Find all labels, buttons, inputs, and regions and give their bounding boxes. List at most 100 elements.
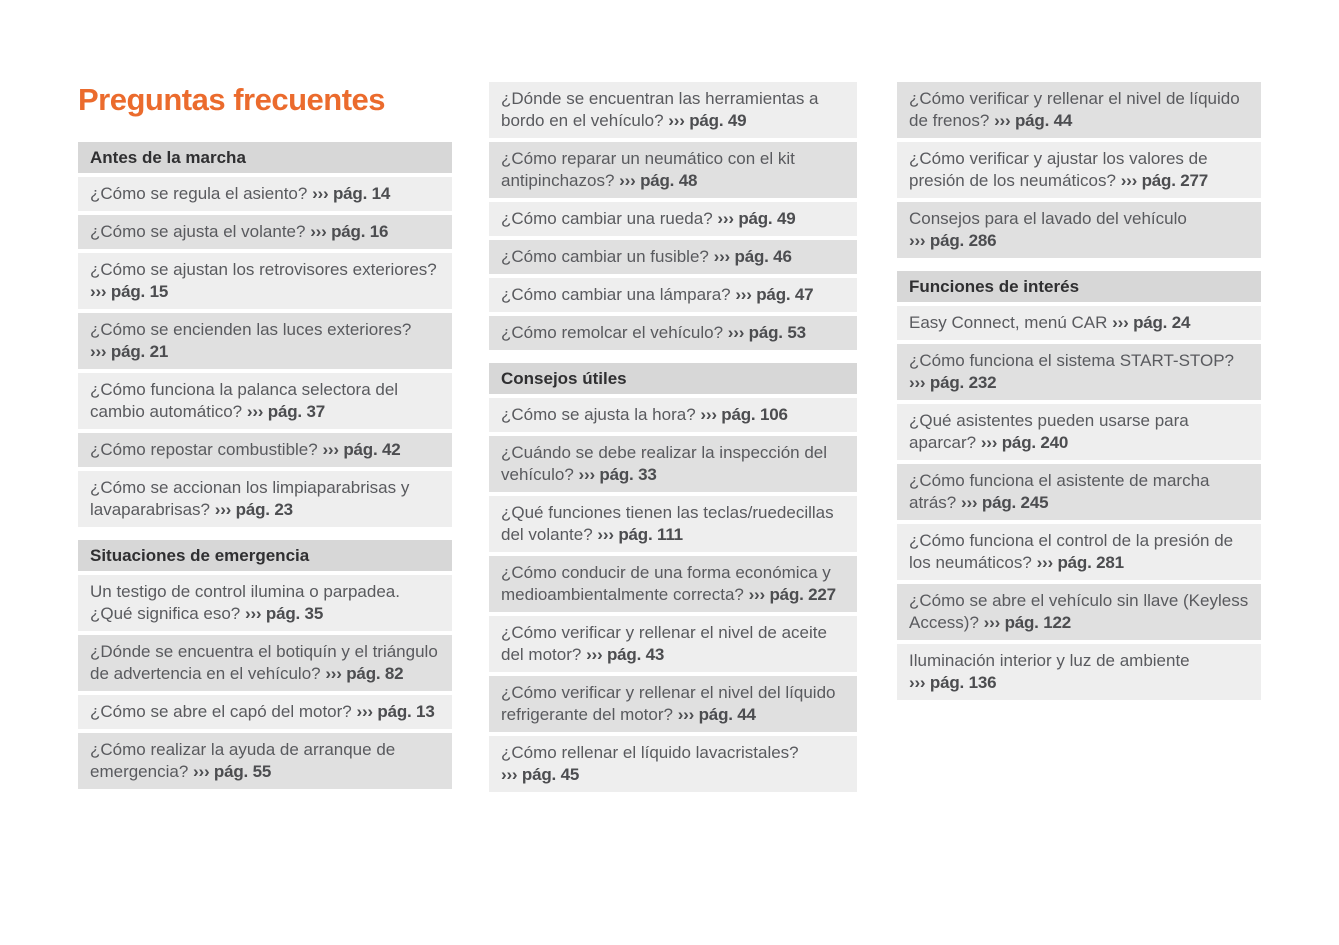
section-header: Situaciones de emergencia [78,540,452,571]
faq-question-text: ¿Cómo se abre el capó del motor? [90,702,352,721]
faq-item[interactable]: Easy Connect, menú CAR ››› pág. 24 [897,306,1261,340]
faq-item[interactable]: ¿Cómo se ajusta el volante? ››› pág. 16 [78,215,452,249]
faq-page-ref-link[interactable]: ››› pág. 23 [214,500,293,519]
faq-item[interactable]: ¿Cómo verificar y rellenar el nivel del … [489,676,857,732]
faq-item[interactable]: ¿Cuándo se debe realizar la inspección d… [489,436,857,492]
column-2: ¿Dónde se encuentran las herramientas a … [489,82,857,796]
faq-item[interactable]: ¿Cómo verificar y ajustar los valores de… [897,142,1261,198]
faq-question-text: ¿Cómo funciona la palanca selectora del … [90,380,399,421]
faq-item[interactable]: ¿Qué asistentes pueden usarse para aparc… [897,404,1261,460]
faq-item[interactable]: ¿Cómo verificar y rellenar el nivel de l… [897,82,1261,138]
faq-question-text: ¿Qué asistentes pueden usarse para aparc… [909,411,1189,452]
faq-item[interactable]: ¿Cómo se abre el vehículo sin llave (Key… [897,584,1261,640]
faq-item[interactable]: ¿Cómo verificar y rellenar el nivel de a… [489,616,857,672]
faq-page-ref-link[interactable]: ››› pág. 240 [980,433,1069,452]
faq-page-ref-link[interactable]: ››› pág. 24 [1112,313,1191,332]
faq-page-ref-link[interactable]: ››› pág. 35 [244,604,324,623]
faq-page-ref-link[interactable]: ››› pág. 48 [619,171,698,190]
section-header: Antes de la marcha [78,142,452,173]
faq-page-ref-link[interactable]: ››› pág. 33 [578,465,657,484]
faq-page-ref-link[interactable]: ››› pág. 49 [717,209,796,228]
faq-item[interactable]: ¿Cómo funciona el sistema START-STOP? ››… [897,344,1261,400]
faq-page-ref-link[interactable]: ››› pág. 232 [909,373,997,392]
faq-page-ref-link[interactable]: ››› pág. 43 [586,645,665,664]
faq-item[interactable]: ¿Cómo se ajusta la hora? ››› pág. 106 [489,398,857,432]
faq-item[interactable]: ¿Cómo rellenar el líquido lavacristales?… [489,736,857,792]
faq-page-ref-link[interactable]: ››› pág. 47 [735,285,814,304]
faq-item[interactable]: ¿Dónde se encuentra el botiquín y el tri… [78,635,452,691]
faq-page-ref-link[interactable]: ››› pág. 16 [310,222,389,241]
faq-question-text: ¿Cómo cambiar un fusible? [501,247,709,266]
faq-page-ref-link[interactable]: ››› pág. 277 [1120,171,1209,190]
faq-page-ref-link[interactable]: ››› pág. 15 [90,282,169,301]
faq-page-ref-link[interactable]: ››› pág. 136 [909,673,997,692]
faq-question-text: ¿Cómo se accionan los limpiaparabrisas y… [90,478,410,519]
faq-item[interactable]: Iluminación interior y luz de ambiente ›… [897,644,1261,700]
faq-item[interactable]: ¿Cómo funciona la palanca selectora del … [78,373,452,429]
column-3: ¿Cómo verificar y rellenar el nivel de l… [897,82,1261,704]
faq-page-ref-link[interactable]: ››› pág. 82 [325,664,404,683]
faq-page-ref-link[interactable]: ››› pág. 286 [909,231,997,250]
section-header: Consejos útiles [489,363,857,394]
faq-item[interactable]: ¿Cómo realizar la ayuda de arranque de e… [78,733,452,789]
faq-item[interactable]: ¿Cómo se ajustan los retrovisores exteri… [78,253,452,309]
faq-item[interactable]: ¿Cómo se regula el asiento? ››› pág. 14 [78,177,452,211]
faq-page-ref-link[interactable]: ››› pág. 55 [193,762,272,781]
faq-page-ref-link[interactable]: ››› pág. 245 [960,493,1049,512]
faq-page-ref-link[interactable]: ››› pág. 111 [597,525,683,544]
faq-item[interactable]: ¿Cómo se encienden las luces exteriores?… [78,313,452,369]
faq-question-text: ¿Cómo se ajustan los retrovisores exteri… [90,260,437,279]
faq-item[interactable]: Un testigo de control ilumina o parpadea… [78,575,452,631]
faq-item[interactable]: Consejos para el lavado del vehículo ›››… [897,202,1261,258]
faq-page-ref-link[interactable]: ››› pág. 227 [748,585,837,604]
faq-question-text: ¿Cómo se ajusta el volante? [90,222,306,241]
faq-item[interactable]: ¿Cómo funciona el control de la presión … [897,524,1261,580]
faq-question-text: ¿Cómo se regula el asiento? [90,184,308,203]
faq-question-text: ¿Cómo conducir de una forma económica y … [501,563,831,604]
faq-item[interactable]: ¿Cómo se accionan los limpiaparabrisas y… [78,471,452,527]
faq-page-ref-link[interactable]: ››› pág. 281 [1036,553,1125,572]
faq-page-ref-link[interactable]: ››› pág. 13 [356,702,435,721]
faq-question-text: ¿Cómo funciona el control de la presión … [909,531,1234,572]
faq-question-text: Consejos para el lavado del vehículo [909,209,1187,228]
faq-question-text: Easy Connect, menú CAR [909,313,1108,332]
faq-page-ref-link[interactable]: ››› pág. 53 [727,323,806,342]
faq-page-ref-link[interactable]: ››› pág. 46 [713,247,792,266]
faq-question-text: ¿Qué funciones tienen las teclas/ruedeci… [501,503,834,544]
faq-question-text: ¿Cómo remolcar el vehículo? [501,323,724,342]
faq-page-ref-link[interactable]: ››› pág. 49 [668,111,747,130]
faq-item[interactable]: ¿Cómo cambiar un fusible? ››› pág. 46 [489,240,857,274]
faq-page-ref-link[interactable]: ››› pág. 106 [700,405,788,424]
faq-item[interactable]: ¿Cómo remolcar el vehículo? ››› pág. 53 [489,316,857,350]
faq-question-text: ¿Cómo reparar un neumático con el kit an… [501,149,795,190]
faq-question-text: ¿Cómo se abre el vehículo sin llave (Key… [909,591,1249,632]
faq-question-text: ¿Cómo funciona el asistente de marcha at… [909,471,1210,512]
faq-item[interactable]: ¿Cómo cambiar una rueda? ››› pág. 49 [489,202,857,236]
faq-question-text: ¿Cómo verificar y rellenar el nivel de a… [501,623,827,664]
faq-item[interactable]: ¿Cómo funciona el asistente de marcha at… [897,464,1261,520]
faq-item[interactable]: ¿Cómo cambiar una lámpara? ››› pág. 47 [489,278,857,312]
faq-page-ref-link[interactable]: ››› pág. 42 [322,440,401,459]
column-1: Antes de la marcha ¿Cómo se regula el asi… [78,142,452,793]
faq-question-text: ¿Cómo verificar y rellenar el nivel del … [501,683,836,724]
faq-item[interactable]: ¿Qué funciones tienen las teclas/ruedeci… [489,496,857,552]
faq-question-text: ¿Cómo se ajusta la hora? [501,405,696,424]
faq-question-text: ¿Cómo rellenar el líquido lavacristales? [501,743,799,762]
faq-item[interactable]: ¿Cómo repostar combustible? ››› pág. 42 [78,433,452,467]
faq-item[interactable]: ¿Cómo reparar un neumático con el kit an… [489,142,857,198]
faq-page-ref-link[interactable]: ››› pág. 122 [983,613,1072,632]
faq-item[interactable]: ¿Cómo se abre el capó del motor? ››› pág… [78,695,452,729]
page-title: Preguntas frecuentes [78,82,386,117]
faq-page-ref-link[interactable]: ››› pág. 14 [312,184,391,203]
faq-page-ref-link[interactable]: ››› pág. 44 [994,111,1073,130]
faq-page-ref-link[interactable]: ››› pág. 44 [677,705,756,724]
faq-page-ref-link[interactable]: ››› pág. 37 [246,402,325,421]
faq-question-text: ¿Dónde se encuentran las herramientas a … [501,89,819,130]
faq-item[interactable]: ¿Dónde se encuentran las herramientas a … [489,82,857,138]
faq-question-text: ¿Cómo cambiar una rueda? [501,209,713,228]
faq-item[interactable]: ¿Cómo conducir de una forma económica y … [489,556,857,612]
faq-page-ref-link[interactable]: ››› pág. 21 [90,342,169,361]
faq-page-ref-link[interactable]: ››› pág. 45 [501,765,580,784]
section-header: Funciones de interés [897,271,1261,302]
